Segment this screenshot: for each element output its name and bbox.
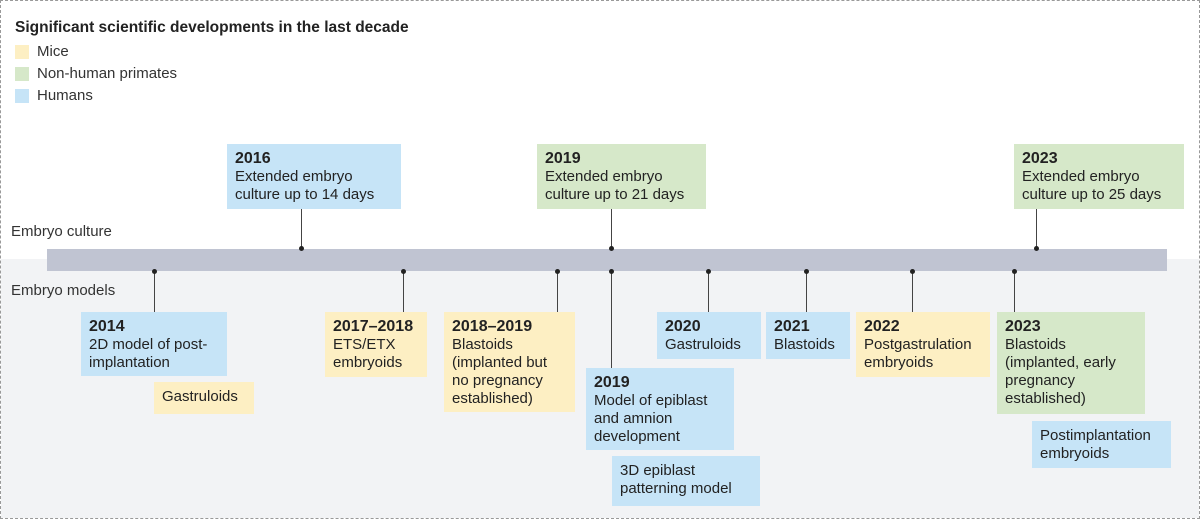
event-year: 2017–2018 [333, 318, 414, 335]
track-label: Embryo culture [11, 223, 112, 240]
event-text: Gastruloids [665, 336, 741, 353]
legend-swatch [15, 45, 29, 59]
event-year: 2020 [665, 318, 701, 335]
event-text: embryoids [864, 354, 934, 371]
connector-dot [152, 269, 157, 274]
connector-dot [804, 269, 809, 274]
event-box: 2019 Model of epiblast and amnion developme… [586, 368, 734, 450]
title: Significant scientific developments in t… [15, 19, 409, 36]
connector-dot [910, 269, 915, 274]
event-box: Postimplantation embryoids [1032, 421, 1171, 468]
connector-dot [706, 269, 711, 274]
connector [806, 271, 807, 312]
event-text: 3D epiblast [620, 462, 696, 479]
event-text: patterning model [620, 480, 732, 497]
legend-swatch [15, 67, 29, 81]
event-box: 2022 Postgastrulation embryoids [856, 312, 990, 377]
event-year: 2016 [235, 150, 271, 167]
connector-dot [609, 246, 614, 251]
event-box: 2016 Extended embryo culture up to 14 days [227, 144, 401, 209]
timeline-bar [47, 249, 1167, 271]
event-text: Extended embryo [235, 168, 353, 185]
event-text: Model of epiblast [594, 392, 708, 409]
event-box: 2020 Gastruloids [657, 312, 761, 359]
event-text: Blastoids [1005, 336, 1066, 353]
event-text: Gastruloids [162, 388, 238, 405]
connector [1036, 209, 1037, 248]
connector [1014, 271, 1015, 312]
event-box: 2018–2019 Blastoids (implanted but no pregn… [444, 312, 575, 412]
connector-dot [1012, 269, 1017, 274]
legend-swatch [15, 89, 29, 103]
event-box: 2017–2018 ETS/ETX embryoids [325, 312, 427, 377]
event-box: 2023 Extended embryo culture up to 25 days [1014, 144, 1184, 209]
event-year: 2018–2019 [452, 318, 533, 335]
event-year: 2014 [89, 318, 125, 335]
event-box: 3D epiblast patterning model [612, 456, 760, 506]
event-text: culture up to 21 days [545, 186, 685, 203]
event-text: (implanted but [452, 354, 548, 371]
event-text: culture up to 14 days [235, 186, 375, 203]
connector [557, 271, 558, 312]
event-text: established) [1005, 390, 1086, 407]
event-text: established) [452, 390, 533, 407]
event-text: and amnion [594, 410, 673, 427]
event-text: ETS/ETX [333, 336, 396, 353]
legend-label: Humans [37, 87, 93, 104]
connector-dot [1034, 246, 1039, 251]
event-text: pregnancy [1005, 372, 1076, 389]
connector [611, 271, 612, 368]
event-year: 2023 [1022, 150, 1058, 167]
event-text: Postgastrulation [864, 336, 972, 353]
event-box: Gastruloids [154, 382, 254, 414]
connector [154, 271, 155, 312]
event-text: no pregnancy [452, 372, 543, 389]
connector-dot [299, 246, 304, 251]
event-box: 2023 Blastoids (implanted, early pregnancy e… [997, 312, 1145, 414]
event-year: 2022 [864, 318, 900, 335]
legend-label: Mice [37, 43, 69, 60]
connector [708, 271, 709, 312]
connector [403, 271, 404, 312]
event-box: 2019 Extended embryo culture up to 21 days [537, 144, 706, 209]
track-label: Embryo models [11, 282, 116, 299]
event-year: 2021 [774, 318, 810, 335]
legend-label: Non-human primates [37, 65, 178, 82]
connector [912, 271, 913, 312]
connector-dot [401, 269, 406, 274]
connector [611, 209, 612, 248]
event-text: (implanted, early [1005, 354, 1116, 371]
event-text: embryoids [1040, 445, 1110, 462]
event-text: 2D model of post- [89, 336, 208, 353]
event-text: Blastoids [452, 336, 513, 353]
event-text: development [594, 428, 680, 445]
event-text: Blastoids [774, 336, 835, 353]
event-year: 2019 [545, 150, 581, 167]
connector [301, 209, 302, 248]
event-text: Extended embryo [1022, 168, 1140, 185]
event-text: embryoids [333, 354, 403, 371]
event-text: Extended embryo [545, 168, 663, 185]
event-text: culture up to 25 days [1022, 186, 1162, 203]
event-year: 2019 [594, 374, 630, 391]
connector-dot [609, 269, 614, 274]
event-text: implantation [89, 354, 170, 371]
event-box: 2014 2D model of post-implantation [81, 312, 227, 376]
connector-dot [555, 269, 560, 274]
event-year: 2023 [1005, 318, 1041, 335]
event-text: Postimplantation [1040, 427, 1151, 444]
event-box: 2021 Blastoids [766, 312, 850, 359]
